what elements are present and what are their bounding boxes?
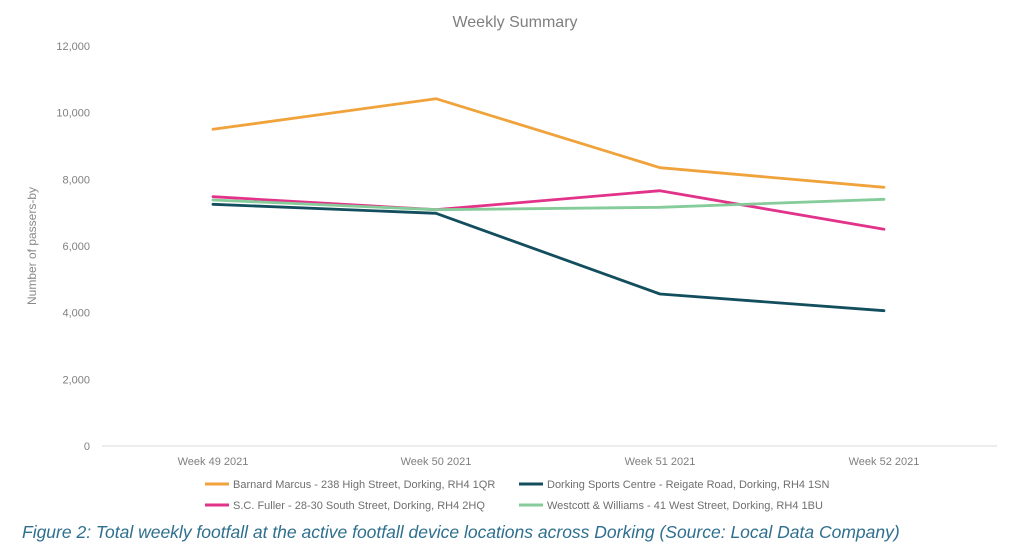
figure-caption: Figure 2: Total weekly footfall at the a… (22, 522, 900, 542)
y-tick-label: 0 (84, 441, 90, 453)
legend-item: Barnard Marcus - 238 High Street, Dorkin… (205, 479, 495, 491)
legend-item: Dorking Sports Centre - Reigate Road, Do… (519, 479, 830, 491)
series-lines (211, 97, 886, 313)
series-line-3 (211, 189, 886, 231)
legend-label: Barnard Marcus - 238 High Street, Dorkin… (233, 479, 495, 491)
y-tick-label: 4,000 (62, 308, 90, 320)
chart-title: Weekly Summary (452, 14, 577, 31)
x-tick-label: Week 50 2021 (401, 456, 472, 468)
series-line-2 (211, 202, 886, 313)
legend: Barnard Marcus - 238 High Street, Dorkin… (205, 479, 830, 512)
x-tick-label: Week 49 2021 (178, 456, 249, 468)
y-axis-label: Number of passers-by (25, 187, 39, 305)
legend-label: Westcott & Williams - 41 West Street, Do… (547, 500, 823, 512)
line-chart: Weekly Summary Number of passers-by 0 2,0… (25, 14, 997, 512)
y-tick-label: 8,000 (62, 174, 90, 186)
y-tick-label: 6,000 (62, 241, 90, 253)
series-line-1 (211, 97, 886, 189)
x-tick-labels: Week 49 2021 Week 50 2021 Week 51 2021 Week… (178, 456, 920, 468)
y-tick-labels: 0 2,000 4,000 6,000 8,000 10,000 12,000 (56, 41, 90, 453)
legend-item: S.C. Fuller - 28-30 South Street, Dorkin… (205, 500, 485, 512)
x-tick-label: Week 51 2021 (625, 456, 696, 468)
y-tick-label: 10,000 (56, 108, 90, 120)
legend-label: Dorking Sports Centre - Reigate Road, Do… (547, 479, 830, 491)
legend-label: S.C. Fuller - 28-30 South Street, Dorkin… (233, 500, 485, 512)
x-tick-label: Week 52 2021 (849, 456, 920, 468)
y-tick-label: 12,000 (56, 41, 90, 53)
series-line-4 (211, 197, 886, 212)
y-tick-label: 2,000 (62, 374, 90, 386)
legend-item: Westcott & Williams - 41 West Street, Do… (519, 500, 823, 512)
